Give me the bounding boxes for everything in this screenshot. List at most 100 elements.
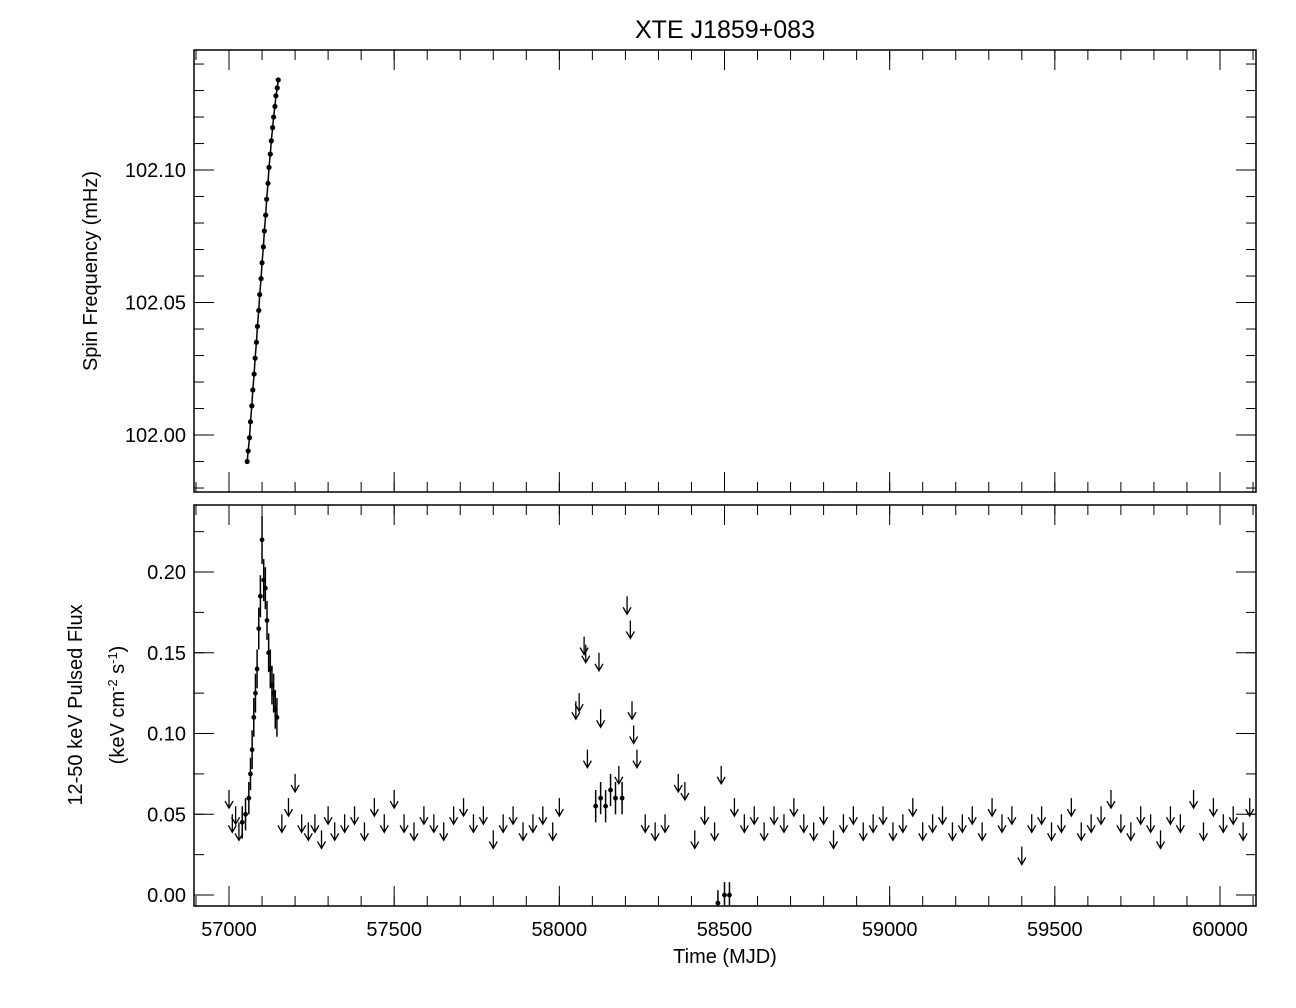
upper-limit-arrow bbox=[680, 781, 690, 802]
data-point bbox=[274, 85, 280, 91]
data-point bbox=[608, 787, 613, 793]
panel: 102.00 102.05 102.10 bbox=[125, 50, 1256, 492]
upper-limit-arrow bbox=[977, 822, 987, 842]
data-point bbox=[264, 618, 270, 623]
y-axis-label: Spin Frequency (mHz) bbox=[80, 171, 102, 371]
upper-limit-arrow bbox=[538, 806, 548, 826]
y-tick-label: 0.20 bbox=[147, 562, 186, 584]
y-tick-label: 102.05 bbox=[125, 293, 186, 315]
x-tick-label: 58500 bbox=[697, 919, 753, 941]
upper-limit-arrow bbox=[1086, 814, 1096, 834]
upper-limit-arrow bbox=[594, 652, 604, 673]
upper-limit-arrow bbox=[1218, 814, 1228, 834]
upper-limit-arrow bbox=[379, 814, 389, 834]
upper-limit-arrow bbox=[1007, 806, 1017, 826]
data-point bbox=[264, 196, 270, 202]
y-tick-label: 0.00 bbox=[147, 885, 186, 907]
upper-limit-arrow bbox=[1056, 814, 1067, 834]
data-point bbox=[268, 138, 274, 144]
upper-limit-arrow bbox=[660, 814, 670, 834]
data-point bbox=[251, 714, 257, 720]
upper-limit-arrow bbox=[1136, 806, 1146, 826]
upper-limit-arrow bbox=[409, 822, 419, 842]
data-point bbox=[598, 795, 604, 801]
upper-limit-arrow bbox=[528, 814, 538, 834]
data-point bbox=[253, 690, 258, 696]
data-point bbox=[259, 537, 265, 543]
x-tick-label: 59500 bbox=[1027, 919, 1083, 941]
upper-limit-arrow bbox=[1017, 846, 1027, 866]
data-point bbox=[265, 180, 271, 186]
upper-limit-arrow bbox=[878, 806, 888, 826]
upper-limit-arrow bbox=[1208, 798, 1218, 818]
upper-limit-arrow bbox=[622, 596, 632, 616]
data-point bbox=[257, 291, 263, 298]
upper-limit-arrow bbox=[1126, 822, 1136, 842]
data-point bbox=[613, 795, 618, 801]
upper-limit-arrow bbox=[710, 822, 720, 842]
upper-limit-arrow bbox=[789, 798, 799, 818]
upper-limit-arrow bbox=[957, 814, 967, 834]
upper-limit-arrow bbox=[928, 814, 938, 834]
data-point bbox=[258, 276, 264, 282]
upper-limit-arrow bbox=[868, 814, 878, 834]
panel: 57000 57500 58000 58500 59000 59500 60000 0.00 0… bbox=[147, 505, 1256, 941]
x-tick-label: 57000 bbox=[201, 919, 257, 941]
data-point bbox=[256, 307, 262, 314]
data-point bbox=[252, 355, 258, 361]
upper-limit-arrow bbox=[1245, 798, 1255, 818]
data-point bbox=[262, 585, 268, 591]
plot-data bbox=[224, 515, 1255, 906]
plot-frame bbox=[193, 504, 1257, 907]
data-point bbox=[245, 448, 251, 454]
upper-limit-arrow bbox=[779, 814, 789, 834]
upper-limit-arrow bbox=[650, 822, 660, 842]
upper-limit-arrow bbox=[234, 822, 244, 842]
upper-limit-arrow bbox=[673, 773, 683, 794]
upper-limit-arrow bbox=[419, 806, 429, 826]
upper-limit-arrow bbox=[449, 806, 459, 826]
upper-limit-arrow bbox=[1165, 806, 1176, 826]
upper-limit-arrow bbox=[614, 765, 624, 786]
data-point bbox=[246, 795, 252, 801]
data-point bbox=[722, 892, 727, 898]
upper-limit-arrow bbox=[1238, 822, 1248, 842]
upper-limit-arrow bbox=[1146, 814, 1156, 834]
data-point bbox=[603, 803, 608, 809]
upper-limit-arrow bbox=[700, 806, 710, 826]
upper-limit-arrow bbox=[277, 814, 287, 834]
upper-limit-arrow bbox=[1228, 806, 1238, 826]
upper-limit-arrow bbox=[629, 725, 639, 745]
upper-limit-arrow bbox=[1116, 814, 1126, 834]
x-tick-label: 57500 bbox=[366, 919, 422, 941]
upper-limit-arrow bbox=[749, 806, 759, 826]
upper-limit-arrow bbox=[389, 790, 399, 810]
upper-limit-arrow bbox=[468, 814, 479, 834]
upper-limit-arrow bbox=[1046, 822, 1057, 842]
data-point bbox=[266, 164, 272, 170]
upper-limit-arrow bbox=[224, 790, 234, 810]
upper-limit-arrow bbox=[439, 822, 449, 842]
upper-limit-arrow bbox=[918, 822, 928, 842]
y-axis-label-part: -2 bbox=[105, 679, 120, 691]
data-point bbox=[248, 771, 253, 777]
data-point bbox=[274, 714, 280, 720]
upper-limit-arrow bbox=[508, 806, 518, 826]
upper-limit-arrow bbox=[898, 814, 908, 834]
upper-limit-arrow bbox=[690, 830, 700, 850]
data-point bbox=[715, 900, 721, 906]
upper-limit-arrow bbox=[967, 806, 977, 826]
upper-limit-arrow bbox=[554, 798, 564, 818]
data-point bbox=[593, 803, 599, 809]
upper-limit-arrow bbox=[997, 814, 1007, 834]
upper-limit-arrow bbox=[581, 644, 591, 665]
data-point bbox=[253, 339, 260, 345]
chart-title: XTE J1859+083 bbox=[635, 16, 815, 44]
upper-limit-arrow bbox=[627, 701, 637, 721]
upper-limit-arrow bbox=[848, 806, 858, 826]
upper-limit-arrow bbox=[1096, 806, 1106, 826]
upper-limit-arrow bbox=[283, 798, 294, 818]
data-point bbox=[246, 435, 253, 441]
data-point bbox=[256, 626, 262, 631]
upper-limit-arrow bbox=[858, 822, 868, 842]
